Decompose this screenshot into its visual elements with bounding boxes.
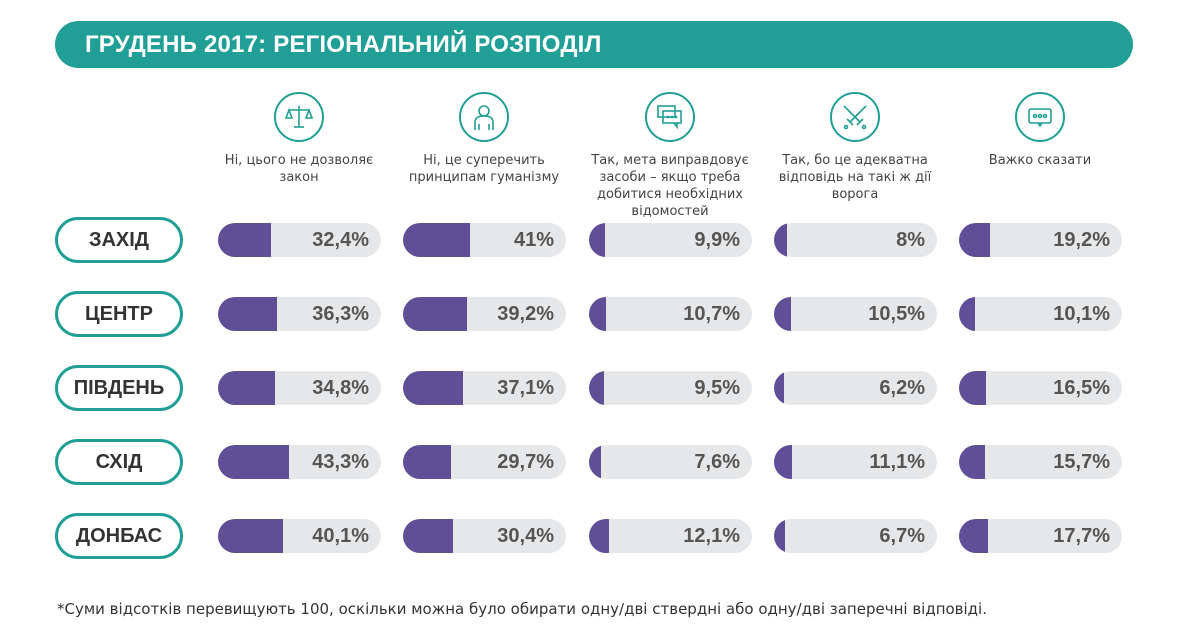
bar: 41% (403, 223, 566, 257)
data-label: 36,3% (312, 303, 369, 325)
title-banner: ГРУДЕНЬ 2017: РЕГІОНАЛЬНИЙ РОЗПОДІЛ (55, 21, 1133, 68)
bar-fill (403, 445, 452, 479)
column-header: Так, мета виправдовує засоби – якщо треб… (575, 92, 765, 220)
bar-fill (959, 445, 985, 479)
bar-fill (218, 445, 289, 479)
data-label: 9,9% (694, 229, 740, 251)
bar: 11,1% (774, 445, 937, 479)
data-label: 10,7% (683, 303, 740, 325)
bar-fill (959, 223, 991, 257)
data-label: 8% (896, 229, 925, 251)
column-header: Ні, цього не дозволяє закон (204, 92, 394, 186)
data-label: 16,5% (1053, 377, 1110, 399)
bar-fill (774, 445, 793, 479)
bar-fill (774, 519, 785, 553)
bar-fill (959, 519, 988, 553)
data-label: 40,1% (312, 525, 369, 547)
data-label: 30,4% (497, 525, 554, 547)
data-label: 29,7% (497, 451, 554, 473)
bar: 29,7% (403, 445, 566, 479)
bar: 12,1% (589, 519, 752, 553)
bar: 39,2% (403, 297, 566, 331)
bar: 43,3% (218, 445, 381, 479)
column-label: Ні, цього не дозволяє закон (224, 153, 374, 185)
bar-fill (589, 223, 606, 257)
column-header: Так, бо це адекватна відповідь на такі ж… (760, 92, 950, 203)
bar-fill (589, 519, 609, 553)
data-label: 6,2% (879, 377, 925, 399)
data-label: 43,3% (312, 451, 369, 473)
bar-fill (959, 371, 986, 405)
bar-fill (589, 445, 602, 479)
region-label: ПІВДЕНЬ (55, 365, 183, 411)
bar: 36,3% (218, 297, 381, 331)
data-label: 41% (513, 229, 554, 251)
data-label: 32,4% (312, 229, 369, 251)
region-label: СХІД (55, 439, 183, 485)
column-header: Важко сказати (945, 92, 1135, 169)
bar: 15,7% (959, 445, 1122, 479)
data-label: 39,2% (497, 303, 554, 325)
column-label: Ні, це суперечить принципам гуманізму (408, 153, 560, 185)
bar: 10,5% (774, 297, 937, 331)
data-label: 10,5% (868, 303, 925, 325)
bar: 6,2% (774, 371, 937, 405)
bar: 37,1% (403, 371, 566, 405)
bar: 9,5% (589, 371, 752, 405)
bar-fill (959, 297, 976, 331)
bar: 6,7% (774, 519, 937, 553)
bar-fill (589, 297, 607, 331)
bar: 19,2% (959, 223, 1122, 257)
column-label: Так, мета виправдовує засоби – якщо треб… (591, 153, 749, 219)
scales-icon (274, 92, 324, 142)
data-label: 11,1% (869, 451, 925, 473)
bar: 34,8% (218, 371, 381, 405)
bar-fill (218, 223, 271, 257)
bar-fill (218, 371, 275, 405)
bar: 8% (774, 223, 937, 257)
bar-fill (403, 519, 453, 553)
column-label: Так, бо це адекватна відповідь на такі ж… (778, 153, 932, 202)
bar: 9,9% (589, 223, 752, 257)
bar: 30,4% (403, 519, 566, 553)
region-label: ЦЕНТР (55, 291, 183, 337)
column-label: Важко сказати (988, 153, 1092, 168)
data-label: 15,7% (1053, 451, 1110, 473)
bar-fill (403, 223, 470, 257)
bar-fill (774, 371, 785, 405)
data-label: 17,7% (1053, 525, 1110, 547)
bar: 32,4% (218, 223, 381, 257)
bar-fill (774, 297, 792, 331)
data-label: 7,6% (694, 451, 740, 473)
bar-fill (774, 223, 788, 257)
crossed-swords-icon (830, 92, 880, 142)
data-label: 34,8% (312, 377, 369, 399)
bar: 7,6% (589, 445, 752, 479)
data-label: 6,7% (879, 525, 925, 547)
data-label: 12,1% (683, 525, 740, 547)
data-label: 10,1% (1053, 303, 1110, 325)
bar: 10,7% (589, 297, 752, 331)
bar: 40,1% (218, 519, 381, 553)
bar-fill (589, 371, 605, 405)
bar: 16,5% (959, 371, 1122, 405)
bar-fill (218, 297, 278, 331)
bar-fill (218, 519, 284, 553)
footnote: *Суми відсотків перевищують 100, оскільк… (57, 600, 987, 618)
column-header: Ні, це суперечить принципам гуманізму (389, 92, 579, 186)
chat-bubbles-icon (645, 92, 695, 142)
bar: 10,1% (959, 297, 1122, 331)
bar-fill (403, 371, 464, 405)
data-label: 19,2% (1053, 229, 1110, 251)
region-label: ДОНБАС (55, 513, 183, 559)
data-label: 37,1% (497, 377, 554, 399)
person-icon (459, 92, 509, 142)
region-label: ЗАХІД (55, 217, 183, 263)
bar-fill (403, 297, 467, 331)
speech-bubble-dots-icon (1015, 92, 1065, 142)
data-label: 9,5% (694, 377, 740, 399)
bar: 17,7% (959, 519, 1122, 553)
